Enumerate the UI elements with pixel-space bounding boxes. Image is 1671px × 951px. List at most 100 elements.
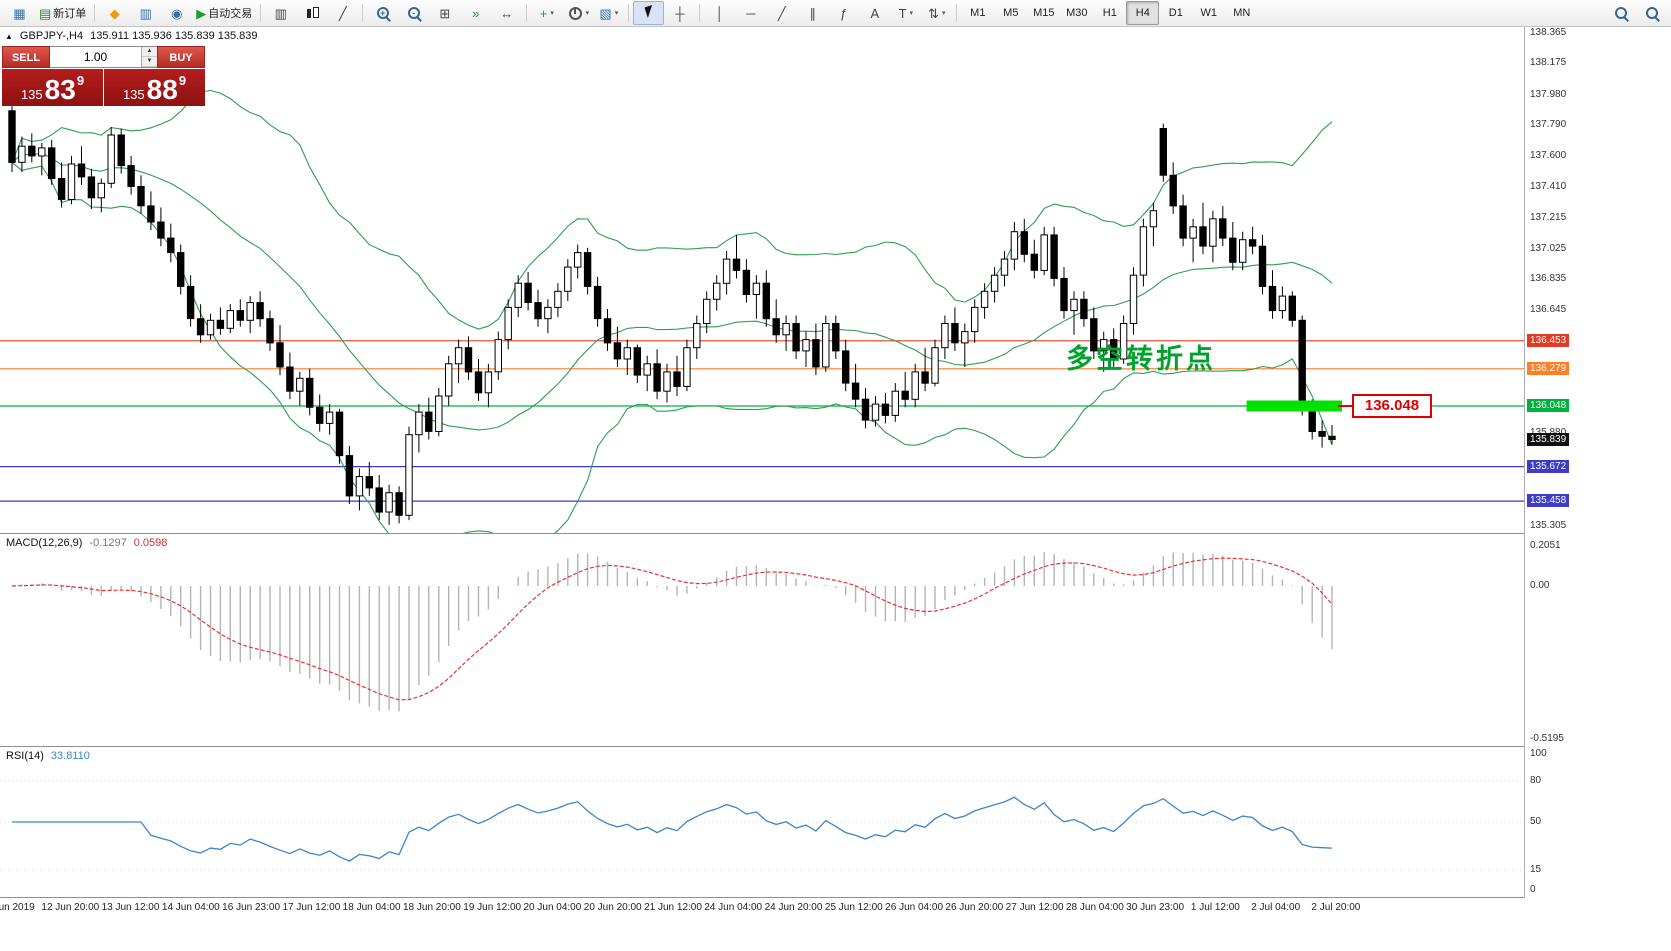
volume-up-button[interactable]: ▲ <box>142 47 157 57</box>
axis-label: 0.00 <box>1530 580 1550 591</box>
timeframe-d1-button[interactable]: D1 <box>1159 1 1192 25</box>
time-axis-label: 24 Jun 04:00 <box>704 902 763 913</box>
timeframe-m1-button[interactable]: M1 <box>961 1 994 25</box>
time-axis-label: 2 Jun 2019 <box>0 902 35 913</box>
sell-price-display[interactable]: 135 83 9 <box>2 69 103 106</box>
autotrading-button[interactable]: ▶ 自动交易 <box>192 1 256 25</box>
fibonacci-button[interactable]: ƒ <box>828 1 859 25</box>
timeframe-m15-button[interactable]: M15 <box>1027 1 1060 25</box>
zoom-out-button[interactable] <box>398 1 429 25</box>
chevron-down-icon: ▾ <box>585 10 590 17</box>
text-button[interactable]: A <box>859 1 890 25</box>
candle <box>405 434 413 516</box>
vertical-line-button[interactable]: │ <box>704 1 735 25</box>
macd-panel[interactable]: MACD(12,26,9) -0.1297 0.0598 <box>0 534 1524 747</box>
bar-chart-button[interactable]: ▥ <box>265 1 296 25</box>
new-chart-button[interactable]: ▦ <box>4 1 35 25</box>
search-button[interactable] <box>1636 1 1667 25</box>
timeframe-w1-button-label: W1 <box>1200 7 1218 19</box>
indicators-icon: + <box>539 5 548 21</box>
chevron-down-icon: ▾ <box>909 10 914 17</box>
tile-windows-button[interactable]: ⊞ <box>429 1 460 25</box>
zoom-in-icon <box>375 5 391 21</box>
candle <box>534 302 542 320</box>
axis-label: 80 <box>1530 775 1542 787</box>
candle <box>911 371 919 400</box>
rsi-panel[interactable]: RSI(14) 33.8110 <box>0 747 1524 898</box>
candle <box>633 347 641 376</box>
candle <box>524 282 532 304</box>
templates-button[interactable]: ▧ ▾ <box>593 1 624 25</box>
timeframes-group: M1 M5 M15 M30 H1 H4 D1 W1 MN <box>961 1 1258 25</box>
candle <box>1189 226 1197 239</box>
candle <box>484 371 493 394</box>
price-chart-canvas[interactable] <box>0 27 1524 533</box>
candle <box>296 377 304 392</box>
axis-label: 136.453 <box>1527 333 1570 347</box>
candle <box>504 306 512 341</box>
timeframe-w1-button[interactable]: W1 <box>1192 1 1225 25</box>
toolbar-separator <box>526 4 528 22</box>
crosshair-button[interactable]: ┼ <box>664 1 695 25</box>
data-window-button[interactable]: ◉ <box>161 1 192 25</box>
timeframe-m5-button-label: M5 <box>1003 7 1019 19</box>
service-group: ◆ ▥ ◉ ▶ 自动交易 <box>99 1 256 25</box>
candle <box>544 306 552 320</box>
text-icon: A <box>870 5 880 21</box>
timeframe-h1-button[interactable]: H1 <box>1093 1 1126 25</box>
axis-label: 137.600 <box>1530 149 1567 161</box>
candle <box>306 377 314 408</box>
volume-down-button[interactable]: ▼ <box>142 57 157 67</box>
timeframe-m5-button[interactable]: M5 <box>994 1 1027 25</box>
text-label-button[interactable]: T ▾ <box>890 1 921 25</box>
trendline-button[interactable]: ╱ <box>766 1 797 25</box>
indicators-button[interactable]: + ▾ <box>531 1 562 25</box>
candle <box>216 319 225 329</box>
candle <box>276 342 284 368</box>
candle <box>335 411 344 457</box>
timeframe-h4-button[interactable]: H4 <box>1126 1 1160 25</box>
zoom-out-icon <box>406 5 422 21</box>
toolbar-separator <box>362 4 364 22</box>
price-axis[interactable]: 138.365 138.175 137.980 137.790 137.600 137.4… <box>1524 27 1671 898</box>
chart-symbol-period: GBPJPY-,H4 <box>19 30 84 42</box>
arrows-button[interactable]: ⇅ ▾ <box>921 1 952 25</box>
cursor-button[interactable] <box>633 1 665 25</box>
horizontal-line-button[interactable]: ─ <box>735 1 766 25</box>
sell-button[interactable]: SELL <box>2 46 50 68</box>
buy-button[interactable]: BUY <box>157 46 205 68</box>
line-chart-button[interactable]: ╱ <box>327 1 358 25</box>
auto-scroll-button[interactable]: » <box>460 1 491 25</box>
candle <box>147 205 155 223</box>
volume-input[interactable] <box>50 47 141 67</box>
candle <box>1110 339 1118 360</box>
timeframe-m30-button[interactable]: M30 <box>1060 1 1093 25</box>
metaeditor-button[interactable]: ◆ <box>99 1 130 25</box>
buy-price-sup: 9 <box>178 73 187 88</box>
trendline-icon: ╱ <box>777 5 786 21</box>
time-axis-label: 12 Jun 20:00 <box>41 902 100 913</box>
chart-collapse-icon[interactable]: ▲ <box>5 31 13 41</box>
macd-canvas[interactable] <box>0 534 1524 746</box>
chevron-down-icon: ▾ <box>941 10 946 17</box>
candle <box>891 390 899 416</box>
timeframe-mn-button[interactable]: MN <box>1225 1 1258 25</box>
buy-price-display[interactable]: 135 88 9 <box>104 69 205 106</box>
rsi-canvas[interactable] <box>0 747 1524 897</box>
candle <box>48 147 56 180</box>
candlestick-chart-button[interactable] <box>296 1 327 25</box>
price-flag-label[interactable]: 136.048 <box>1352 394 1432 418</box>
zoom-in-button[interactable] <box>367 1 398 25</box>
candle <box>861 398 870 421</box>
chart-shift-button[interactable]: ↔ <box>491 1 522 25</box>
equidistant-channel-button[interactable]: ∥ <box>797 1 828 25</box>
periods-button[interactable]: ▾ <box>562 1 593 25</box>
highlight-bar[interactable] <box>1246 400 1342 412</box>
new-order-button[interactable]: ▤ 新订单 <box>35 1 90 25</box>
market-watch-button[interactable]: ▥ <box>130 1 161 25</box>
price-chart-panel[interactable]: ▲ GBPJPY-,H4 135.911 135.936 135.839 135… <box>0 27 1524 534</box>
search-symbol-button[interactable] <box>1605 1 1636 25</box>
candle <box>1229 237 1237 263</box>
candle <box>494 339 503 373</box>
